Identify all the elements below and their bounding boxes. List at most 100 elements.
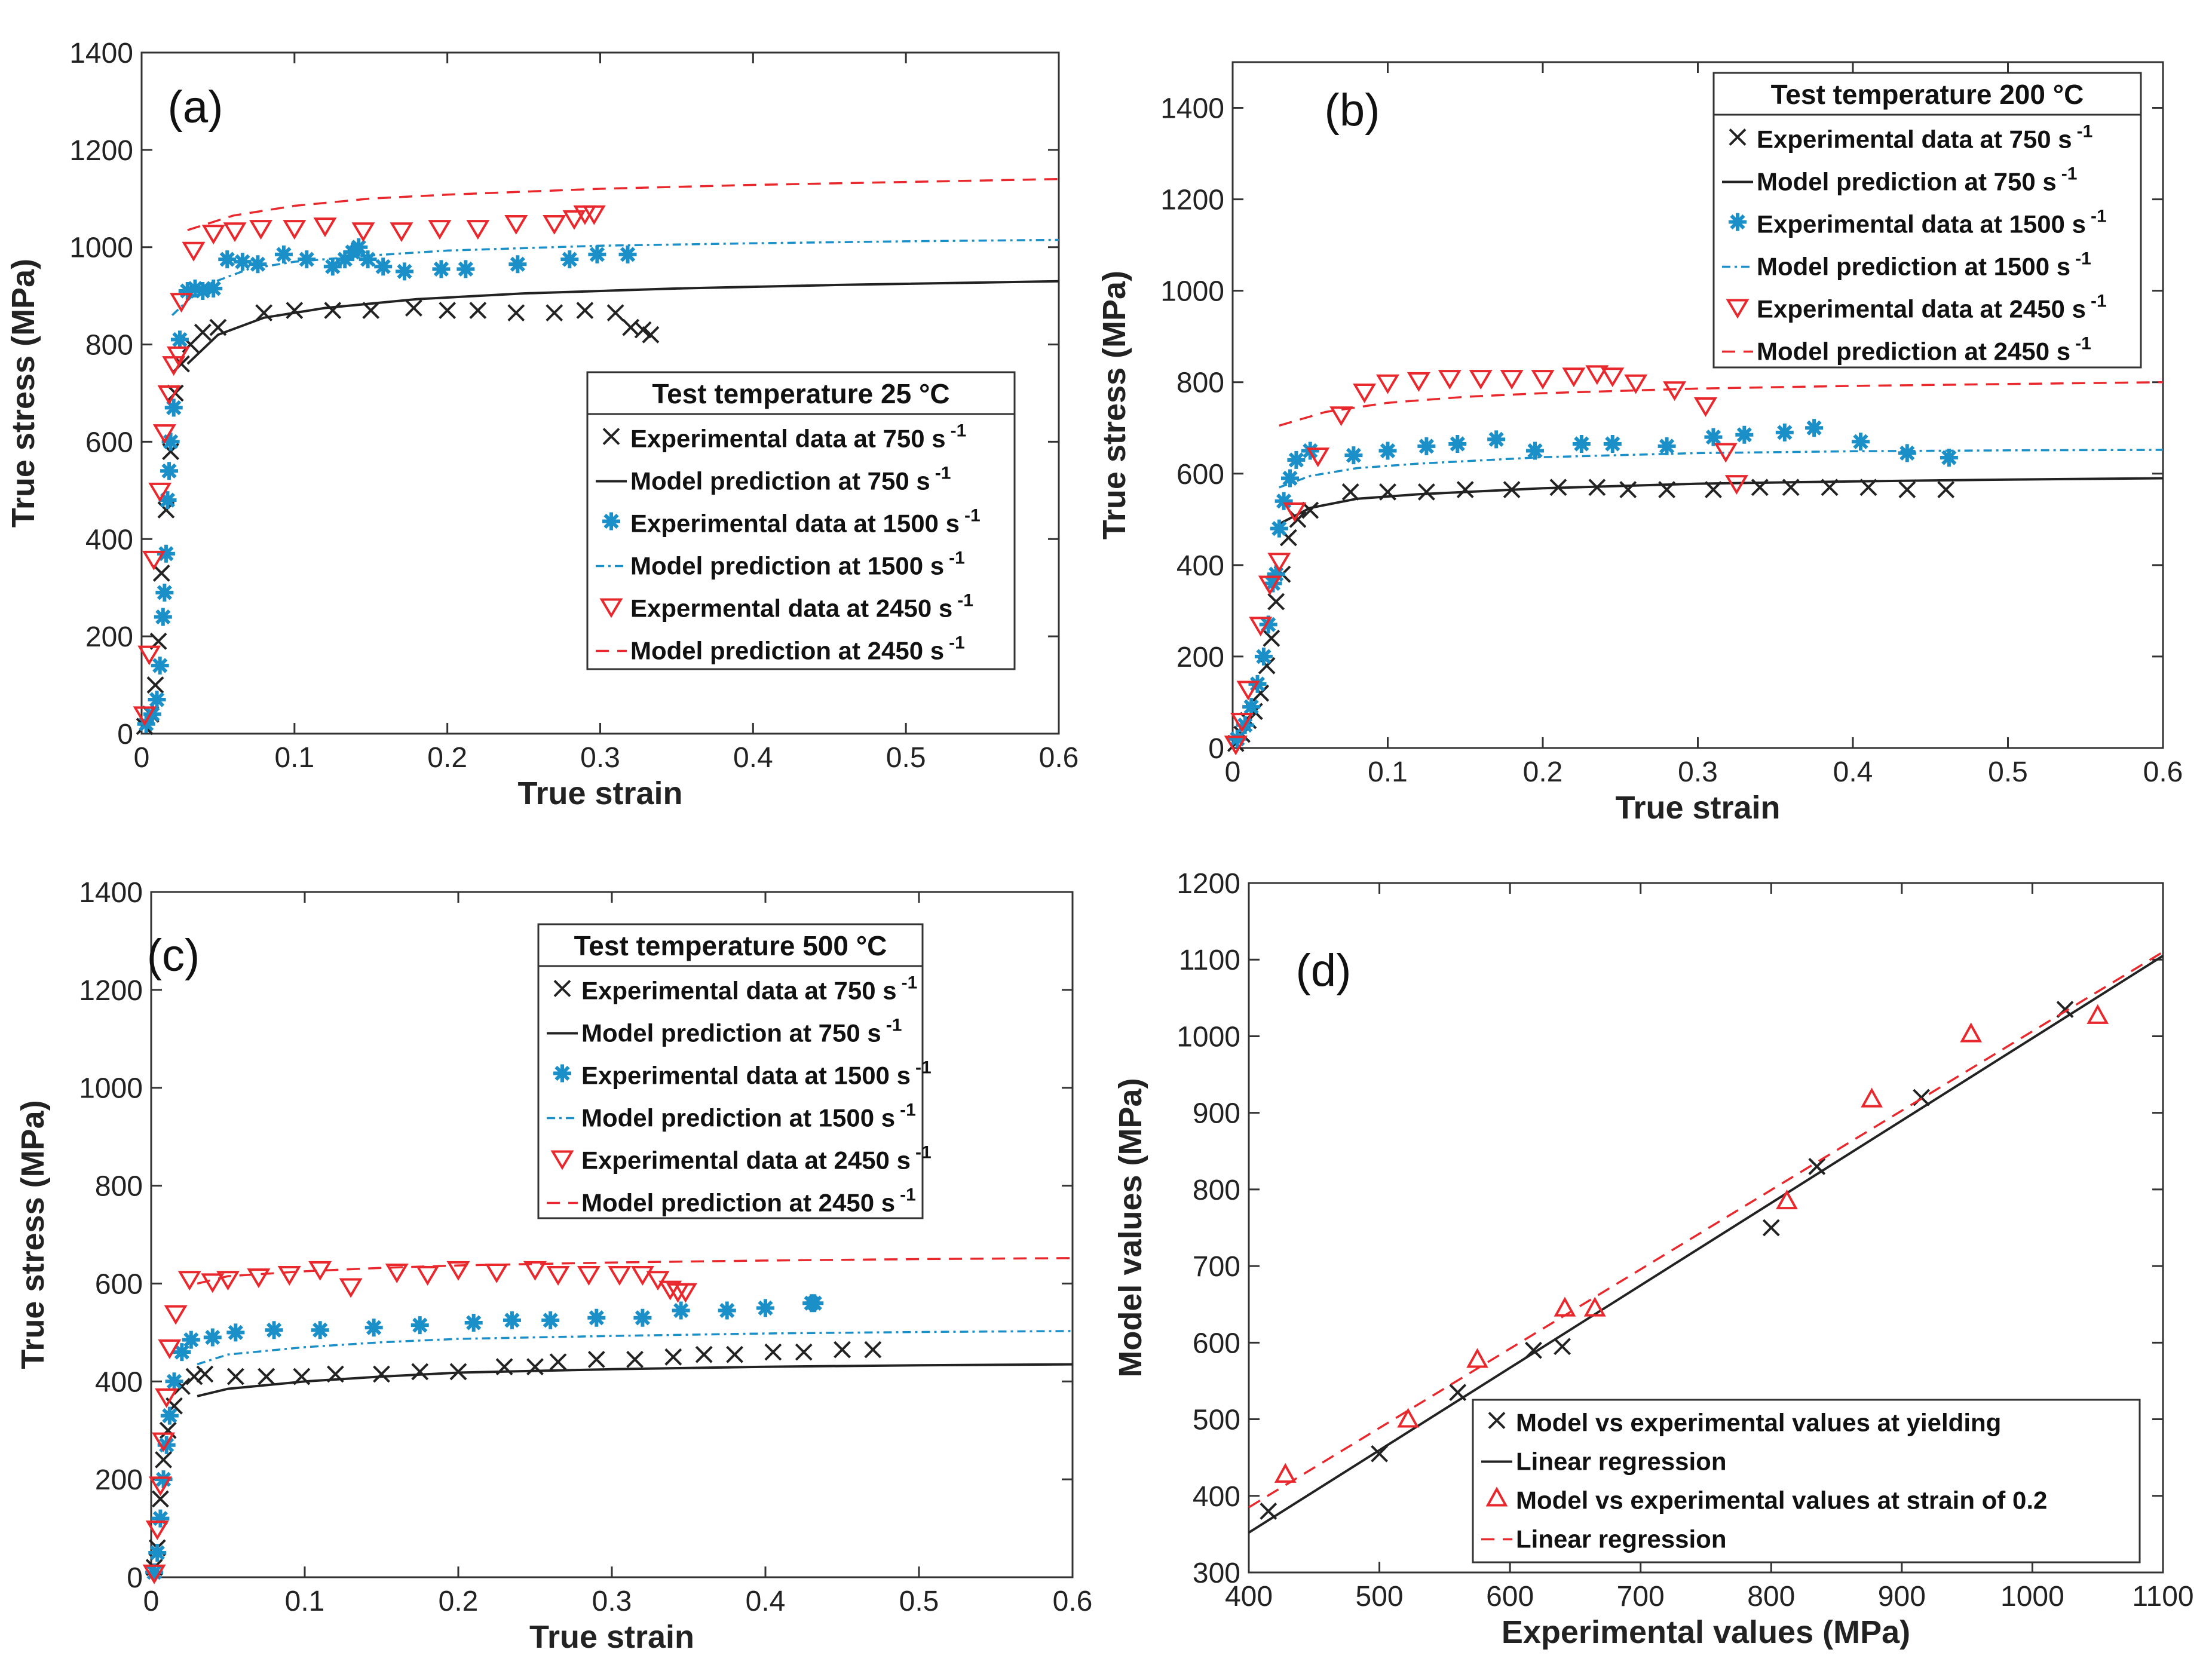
- legend-swatch-marker: [599, 598, 623, 618]
- data-point: [618, 245, 637, 263]
- legend-entry: Linear regression: [1516, 1448, 1726, 1476]
- series-line: [197, 1363, 1073, 1397]
- data-point: [216, 1271, 240, 1291]
- data-point: [177, 1271, 201, 1291]
- series-d-1: [1248, 955, 2164, 1534]
- series-line: [186, 280, 1059, 365]
- data-point: [411, 1363, 429, 1381]
- y-axis-label: True stress (MPa): [15, 1100, 51, 1369]
- legend-entry-superscript: -1: [2091, 207, 2107, 226]
- data-point: [1898, 444, 1916, 462]
- data-point: [1258, 575, 1282, 596]
- data-point: [466, 220, 490, 240]
- x-axis-label: True strain: [517, 775, 682, 811]
- data-point: [142, 1564, 166, 1584]
- x-tick-label: 0.3: [1678, 756, 1718, 788]
- data-point: [218, 250, 237, 269]
- data-point: [507, 304, 525, 322]
- data-point: [587, 1308, 606, 1327]
- data-point: [1714, 443, 1738, 463]
- legend-entry-label: Model prediction at 1500 s: [630, 552, 944, 580]
- data-point: [274, 245, 293, 263]
- legend-entry: Model vs experimental values at strain o…: [1516, 1486, 2047, 1515]
- y-tick-label: 1400: [79, 877, 143, 909]
- data-point: [582, 205, 606, 225]
- y-tick-label: 700: [1193, 1251, 1240, 1283]
- data-point: [576, 302, 594, 319]
- legend-entry-superscript: -1: [951, 421, 967, 441]
- data-point: [373, 1365, 390, 1383]
- data-point: [587, 1351, 605, 1368]
- data-point: [151, 657, 169, 675]
- legend-title: Test temperature 500 °C: [574, 930, 887, 961]
- data-point: [374, 257, 393, 276]
- data-point: [834, 1341, 851, 1359]
- legend-entry: Experimental data at 1500 s -1: [581, 1058, 932, 1090]
- legend-entry-label: Model vs experimental values at yielding: [1516, 1409, 2001, 1437]
- legend-entry: Experimental data at 2450 s -1: [581, 1143, 932, 1175]
- x-tick-label: 0.5: [899, 1586, 939, 1617]
- legend-entry-superscript: -1: [900, 1100, 916, 1120]
- data-point: [1572, 435, 1591, 453]
- data-point: [283, 220, 307, 240]
- legend-a: Test temperature 25 °C Experimental data …: [586, 371, 1016, 670]
- legend-entry-label: Linear regression: [1516, 1525, 1726, 1553]
- legend-entry-superscript: -1: [949, 633, 965, 653]
- y-tick-label: 1200: [69, 135, 133, 167]
- y-tick-label: 1200: [1177, 868, 1240, 900]
- legend-entry-superscript: -1: [957, 591, 973, 611]
- data-point: [1937, 481, 1955, 499]
- series-b-5: [1279, 381, 2164, 427]
- series-c-5: [197, 1257, 1073, 1285]
- legend-entry-superscript: -1: [915, 1058, 932, 1078]
- legend-entry-label: Model prediction at 1500 s: [581, 1104, 895, 1132]
- y-tick-label: 400: [1193, 1481, 1240, 1513]
- data-point: [1775, 423, 1794, 442]
- y-tick-label: 1000: [79, 1073, 143, 1105]
- data-point: [1663, 381, 1687, 401]
- data-point: [186, 279, 204, 298]
- data-point: [1585, 365, 1609, 385]
- data-point: [249, 220, 273, 240]
- data-point: [160, 1406, 179, 1425]
- data-point: [523, 1261, 547, 1281]
- data-point: [756, 1299, 774, 1317]
- data-point: [1417, 483, 1435, 501]
- data-point: [1341, 483, 1359, 501]
- series-line: [1279, 381, 2164, 427]
- data-point: [137, 715, 155, 733]
- panel-label: (b): [1325, 85, 1380, 136]
- legend-entry: Model prediction at 2450 s -1: [581, 1185, 916, 1217]
- legend-entry: Experimental data at 750 s -1: [630, 421, 966, 453]
- data-point: [1469, 370, 1493, 390]
- series-d-2: [1274, 1004, 2109, 1483]
- series-c-4: [142, 1261, 697, 1584]
- legend-entry: Linear regression: [1516, 1525, 1726, 1553]
- data-point: [204, 279, 223, 298]
- y-tick-label: 1000: [69, 232, 133, 264]
- data-point: [155, 1451, 172, 1469]
- data-point: [543, 215, 566, 235]
- data-point: [1267, 565, 1285, 584]
- data-point: [588, 245, 606, 263]
- data-point: [630, 1266, 654, 1286]
- data-point: [351, 222, 375, 243]
- data-point: [154, 608, 172, 626]
- data-point: [339, 1278, 363, 1298]
- y-tick-label: 200: [1177, 642, 1224, 673]
- y-tick-label: 800: [1177, 367, 1224, 399]
- data-point: [148, 482, 172, 502]
- data-point: [359, 250, 377, 269]
- data-point: [718, 1301, 736, 1320]
- series-b-4: [1224, 365, 1748, 756]
- data-point: [673, 1283, 697, 1303]
- data-point: [223, 222, 247, 243]
- data-point: [485, 1263, 508, 1283]
- legend-entry-label: Experimental data at 750 s: [630, 425, 946, 453]
- series-d-3: [1248, 951, 2164, 1509]
- panel-c: 0 0.1 0.2 0.3 0.4 0.5 0.6 0 200 400 600 800 1000 1200…: [15, 877, 1092, 1655]
- data-point: [148, 691, 166, 709]
- axes-box-d: [1248, 882, 2164, 1574]
- data-point: [182, 241, 206, 262]
- legend-entry: Experimental data at 2450 s -1: [1757, 292, 2107, 323]
